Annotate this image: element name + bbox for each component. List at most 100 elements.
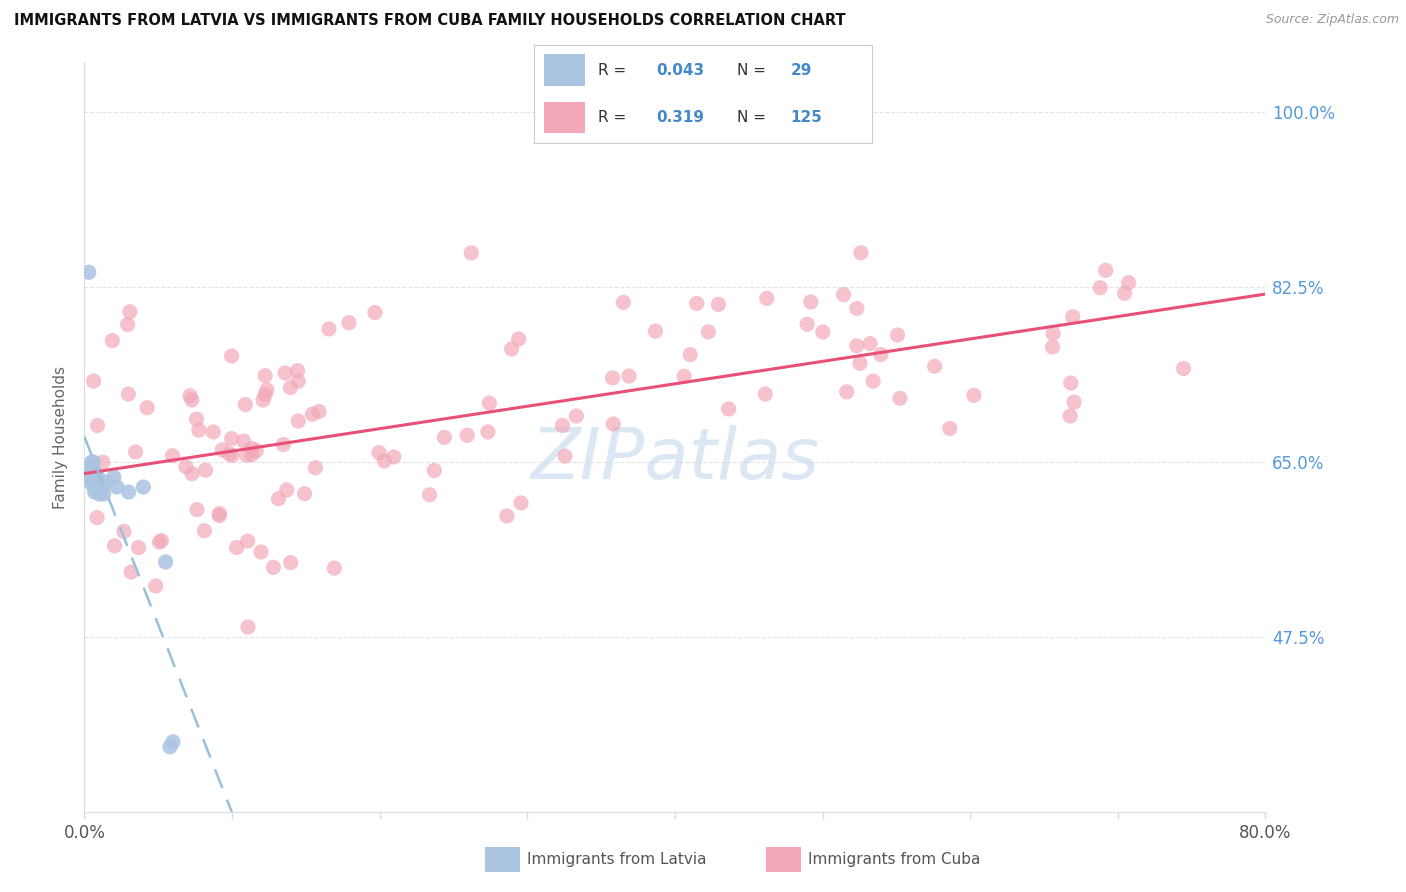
- Point: [86, 470, 108, 484]
- Point: [236, 620, 259, 634]
- Point: [294, 486, 316, 500]
- Text: R =: R =: [599, 62, 631, 78]
- Point: [254, 368, 277, 383]
- Point: [1062, 310, 1084, 324]
- Point: [644, 324, 666, 338]
- Point: [1060, 376, 1083, 390]
- Point: [162, 449, 184, 463]
- Point: [218, 447, 240, 461]
- Point: [963, 388, 986, 402]
- Point: [755, 291, 778, 305]
- Point: [612, 295, 634, 310]
- Text: R =: R =: [599, 110, 631, 125]
- Point: [501, 342, 523, 356]
- Point: [679, 348, 702, 362]
- Point: [82, 475, 104, 489]
- Point: [849, 356, 872, 370]
- Point: [124, 445, 146, 459]
- Point: [87, 477, 111, 491]
- Point: [889, 392, 911, 406]
- Point: [208, 507, 231, 521]
- Point: [1059, 409, 1081, 423]
- Point: [186, 502, 208, 516]
- Point: [304, 460, 326, 475]
- Text: IMMIGRANTS FROM LATVIA VS IMMIGRANTS FROM CUBA FAMILY HOUSEHOLDS CORRELATION CHA: IMMIGRANTS FROM LATVIA VS IMMIGRANTS FRO…: [14, 13, 845, 29]
- Point: [551, 418, 574, 433]
- Point: [90, 485, 112, 500]
- Point: [754, 387, 776, 401]
- Point: [886, 328, 908, 343]
- Text: Immigrants from Cuba: Immigrants from Cuba: [808, 853, 981, 867]
- Point: [221, 432, 243, 446]
- Point: [181, 467, 204, 481]
- Point: [233, 398, 256, 412]
- Point: [796, 317, 818, 331]
- Point: [323, 561, 346, 575]
- Point: [186, 412, 208, 426]
- Point: [225, 541, 247, 555]
- Point: [800, 295, 823, 310]
- Point: [83, 374, 105, 388]
- Point: [232, 434, 254, 448]
- Point: [859, 336, 882, 351]
- Point: [83, 475, 105, 489]
- Text: 0.043: 0.043: [655, 62, 704, 78]
- Point: [373, 454, 395, 468]
- Point: [77, 265, 100, 279]
- Point: [79, 460, 101, 475]
- Point: [697, 325, 720, 339]
- Point: [84, 483, 107, 497]
- Point: [460, 246, 482, 260]
- Point: [159, 739, 181, 754]
- Point: [554, 449, 576, 463]
- Point: [565, 409, 588, 423]
- Point: [835, 384, 858, 399]
- Point: [86, 510, 108, 524]
- Point: [274, 366, 297, 380]
- Point: [91, 480, 114, 494]
- Point: [862, 374, 884, 388]
- Point: [602, 417, 624, 431]
- Point: [1118, 276, 1140, 290]
- Point: [132, 480, 155, 494]
- Point: [112, 524, 135, 539]
- Point: [180, 392, 202, 407]
- Point: [1088, 281, 1111, 295]
- Point: [301, 407, 323, 421]
- Point: [478, 396, 501, 410]
- Point: [80, 477, 103, 491]
- Point: [202, 425, 225, 439]
- Point: [193, 524, 215, 538]
- Point: [148, 535, 170, 549]
- Point: [423, 463, 446, 477]
- Point: [1042, 326, 1064, 341]
- Point: [79, 467, 101, 481]
- Point: [287, 374, 309, 388]
- Point: [1094, 263, 1116, 277]
- Point: [118, 305, 141, 319]
- Point: [150, 533, 173, 548]
- Text: Immigrants from Latvia: Immigrants from Latvia: [527, 853, 707, 867]
- Point: [845, 339, 868, 353]
- Point: [256, 383, 278, 397]
- Point: [308, 404, 330, 418]
- Point: [673, 369, 696, 384]
- Point: [456, 428, 478, 442]
- Point: [86, 418, 108, 433]
- Point: [382, 450, 405, 464]
- Point: [120, 565, 142, 579]
- Point: [128, 541, 150, 555]
- Bar: [544, 54, 585, 86]
- Point: [939, 421, 962, 435]
- Point: [174, 459, 197, 474]
- Text: Source: ZipAtlas.com: Source: ZipAtlas.com: [1265, 13, 1399, 27]
- Text: 125: 125: [790, 110, 823, 125]
- Point: [236, 534, 259, 549]
- Point: [707, 297, 730, 311]
- Point: [118, 485, 141, 500]
- Point: [254, 387, 277, 401]
- Point: [93, 487, 115, 501]
- Point: [221, 349, 243, 363]
- Point: [924, 359, 946, 374]
- Point: [510, 496, 533, 510]
